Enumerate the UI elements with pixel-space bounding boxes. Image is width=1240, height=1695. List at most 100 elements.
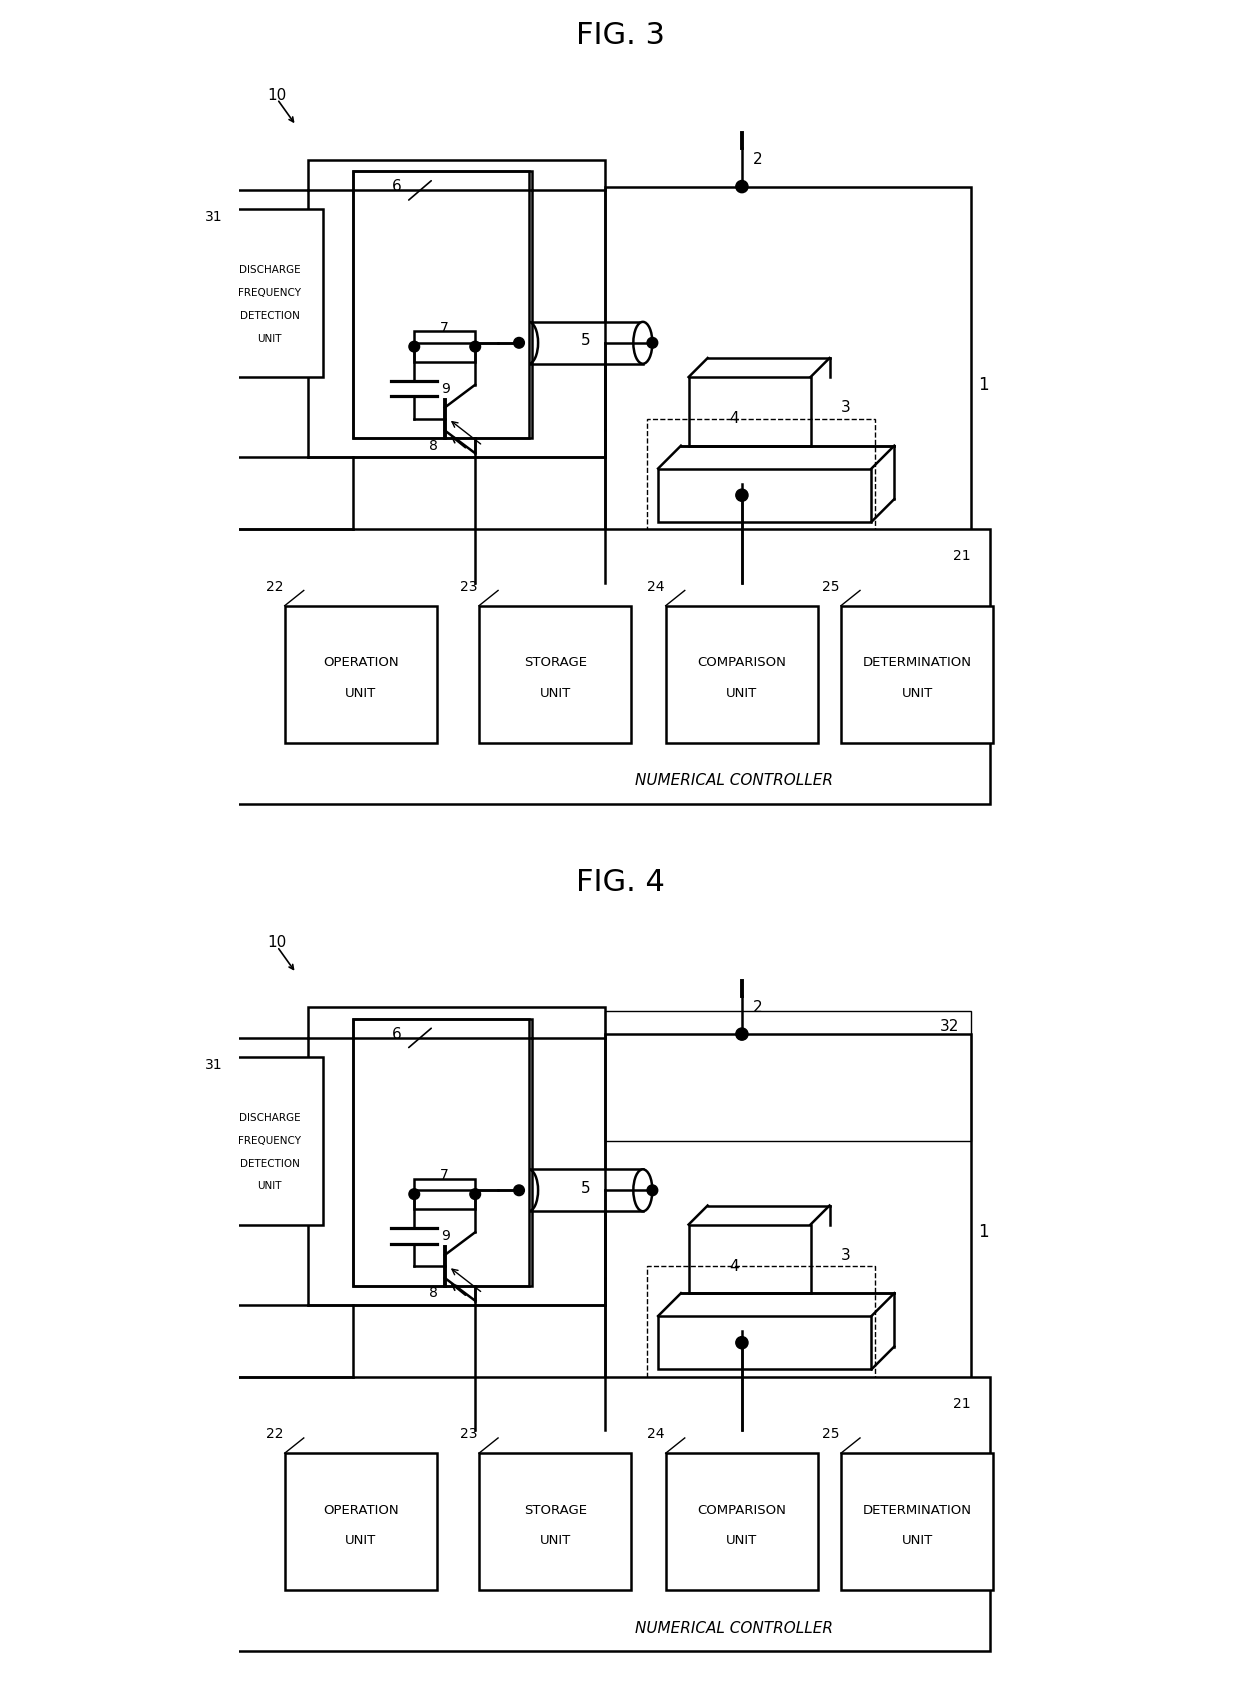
Circle shape bbox=[409, 1188, 419, 1200]
Text: 7: 7 bbox=[440, 320, 449, 334]
FancyBboxPatch shape bbox=[658, 468, 872, 522]
Circle shape bbox=[735, 1337, 748, 1349]
FancyBboxPatch shape bbox=[528, 1170, 642, 1212]
FancyBboxPatch shape bbox=[216, 1058, 322, 1224]
Text: 32: 32 bbox=[940, 1019, 960, 1034]
Text: COMPARISON: COMPARISON bbox=[697, 1503, 786, 1517]
Text: 6: 6 bbox=[392, 1027, 402, 1042]
Text: DISCHARGE: DISCHARGE bbox=[238, 1114, 300, 1122]
Text: 25: 25 bbox=[822, 580, 839, 593]
FancyBboxPatch shape bbox=[216, 210, 322, 376]
Text: UNIT: UNIT bbox=[727, 1534, 758, 1548]
Text: UNIT: UNIT bbox=[727, 686, 758, 700]
FancyBboxPatch shape bbox=[479, 605, 631, 742]
FancyBboxPatch shape bbox=[666, 605, 818, 742]
Text: 10: 10 bbox=[268, 88, 286, 103]
Title: FIG. 4: FIG. 4 bbox=[575, 868, 665, 897]
Circle shape bbox=[513, 337, 525, 347]
Text: 31: 31 bbox=[205, 210, 222, 224]
FancyBboxPatch shape bbox=[605, 1034, 971, 1431]
FancyBboxPatch shape bbox=[605, 186, 971, 583]
Text: 24: 24 bbox=[647, 580, 665, 593]
FancyBboxPatch shape bbox=[353, 1019, 528, 1285]
Text: 3: 3 bbox=[841, 400, 851, 415]
Circle shape bbox=[513, 1185, 525, 1195]
Text: 1: 1 bbox=[978, 376, 988, 393]
Text: UNIT: UNIT bbox=[257, 334, 281, 344]
Circle shape bbox=[470, 1188, 481, 1200]
Text: 22: 22 bbox=[265, 580, 283, 593]
Text: 22: 22 bbox=[265, 1427, 283, 1441]
Text: DETERMINATION: DETERMINATION bbox=[863, 656, 972, 670]
FancyBboxPatch shape bbox=[658, 1315, 872, 1370]
Text: 4: 4 bbox=[729, 1259, 739, 1275]
Text: COMPARISON: COMPARISON bbox=[697, 656, 786, 670]
Ellipse shape bbox=[634, 322, 652, 364]
Text: UNIT: UNIT bbox=[539, 686, 570, 700]
FancyBboxPatch shape bbox=[841, 1453, 993, 1590]
Text: 10: 10 bbox=[268, 936, 286, 951]
FancyBboxPatch shape bbox=[688, 1224, 811, 1293]
FancyBboxPatch shape bbox=[528, 322, 642, 364]
FancyBboxPatch shape bbox=[688, 376, 811, 446]
Ellipse shape bbox=[634, 1170, 652, 1212]
Circle shape bbox=[735, 1027, 748, 1041]
Text: 21: 21 bbox=[952, 549, 971, 563]
Text: UNIT: UNIT bbox=[539, 1534, 570, 1548]
Text: 25: 25 bbox=[822, 1427, 839, 1441]
FancyBboxPatch shape bbox=[216, 1376, 990, 1651]
FancyBboxPatch shape bbox=[285, 605, 438, 742]
FancyBboxPatch shape bbox=[841, 605, 993, 742]
Text: FREQUENCY: FREQUENCY bbox=[238, 1136, 301, 1146]
Text: UNIT: UNIT bbox=[901, 1534, 932, 1548]
Text: NUMERICAL CONTROLLER: NUMERICAL CONTROLLER bbox=[635, 773, 833, 788]
Text: 4: 4 bbox=[729, 412, 739, 427]
Text: 7: 7 bbox=[440, 1168, 449, 1181]
Text: FREQUENCY: FREQUENCY bbox=[238, 288, 301, 298]
Text: UNIT: UNIT bbox=[257, 1181, 281, 1192]
Circle shape bbox=[647, 337, 657, 347]
Text: 8: 8 bbox=[429, 1287, 438, 1300]
Text: DETECTION: DETECTION bbox=[239, 312, 299, 320]
Text: STORAGE: STORAGE bbox=[523, 1503, 587, 1517]
Circle shape bbox=[409, 341, 419, 353]
Text: DETECTION: DETECTION bbox=[239, 1159, 299, 1168]
Text: 5: 5 bbox=[580, 332, 590, 347]
Text: STORAGE: STORAGE bbox=[523, 656, 587, 670]
Text: UNIT: UNIT bbox=[345, 686, 377, 700]
Text: 23: 23 bbox=[460, 1427, 477, 1441]
Text: OPERATION: OPERATION bbox=[324, 1503, 399, 1517]
FancyBboxPatch shape bbox=[666, 1453, 818, 1590]
Text: 2: 2 bbox=[754, 1000, 763, 1015]
FancyBboxPatch shape bbox=[479, 1453, 631, 1590]
Text: 21: 21 bbox=[952, 1397, 971, 1410]
FancyBboxPatch shape bbox=[285, 1453, 438, 1590]
Text: DISCHARGE: DISCHARGE bbox=[238, 266, 300, 275]
FancyBboxPatch shape bbox=[353, 171, 528, 437]
Text: OPERATION: OPERATION bbox=[324, 656, 399, 670]
FancyBboxPatch shape bbox=[414, 1178, 475, 1209]
Text: 8: 8 bbox=[429, 439, 438, 453]
FancyBboxPatch shape bbox=[216, 529, 990, 803]
Ellipse shape bbox=[520, 322, 538, 364]
Text: UNIT: UNIT bbox=[901, 686, 932, 700]
Text: 3: 3 bbox=[841, 1248, 851, 1263]
Text: 5: 5 bbox=[580, 1180, 590, 1195]
Text: UNIT: UNIT bbox=[345, 1534, 377, 1548]
Text: 31: 31 bbox=[205, 1058, 222, 1071]
Text: 6: 6 bbox=[392, 180, 402, 195]
Circle shape bbox=[735, 180, 748, 193]
Text: 1: 1 bbox=[978, 1224, 988, 1241]
Text: DETERMINATION: DETERMINATION bbox=[863, 1503, 972, 1517]
Text: 23: 23 bbox=[460, 580, 477, 593]
Text: 24: 24 bbox=[647, 1427, 665, 1441]
Text: 9: 9 bbox=[441, 1229, 450, 1242]
Text: 2: 2 bbox=[754, 153, 763, 168]
Title: FIG. 3: FIG. 3 bbox=[575, 20, 665, 49]
Text: NUMERICAL CONTROLLER: NUMERICAL CONTROLLER bbox=[635, 1620, 833, 1636]
Circle shape bbox=[735, 490, 748, 502]
Circle shape bbox=[470, 341, 481, 353]
FancyBboxPatch shape bbox=[414, 331, 475, 361]
Circle shape bbox=[647, 1185, 657, 1195]
Ellipse shape bbox=[520, 1170, 538, 1212]
